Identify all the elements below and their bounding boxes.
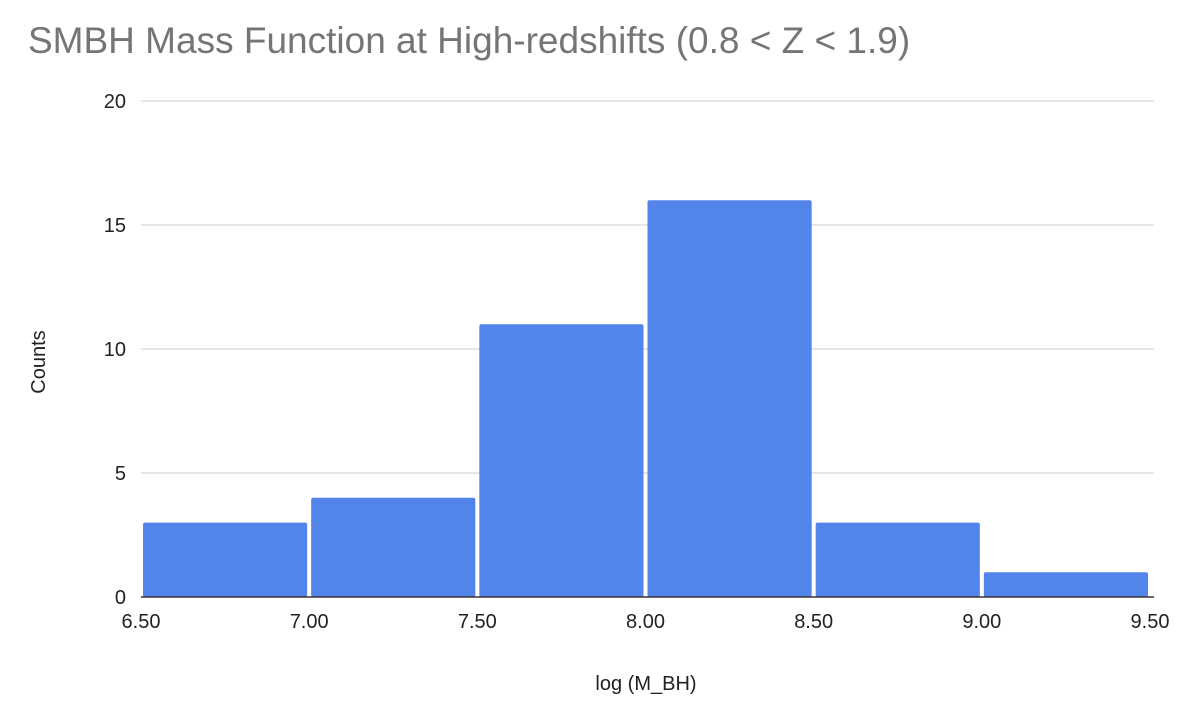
histogram-bar bbox=[479, 324, 644, 597]
x-axis-ticks: 6.50 7.00 7.50 8.00 8.50 9.00 9.50 bbox=[122, 611, 1170, 633]
histogram-bar bbox=[983, 572, 1148, 597]
x-tick-label: 6.50 bbox=[122, 611, 161, 633]
y-tick-label: 15 bbox=[104, 215, 126, 237]
x-tick-label: 8.50 bbox=[794, 611, 833, 633]
x-axis-title: log (M_BH) bbox=[595, 673, 696, 695]
x-tick-label: 8.00 bbox=[626, 611, 665, 633]
y-tick-label: 10 bbox=[104, 339, 126, 361]
histogram-bar bbox=[143, 522, 308, 597]
y-tick-label: 5 bbox=[115, 463, 126, 485]
y-tick-label: 0 bbox=[115, 587, 126, 609]
histogram-bar bbox=[647, 200, 812, 597]
x-tick-label: 7.00 bbox=[290, 611, 329, 633]
chart-title: SMBH Mass Function at High-redshifts (0.… bbox=[28, 20, 911, 61]
x-tick-label: 7.50 bbox=[458, 611, 497, 633]
histogram-bar bbox=[311, 497, 476, 597]
y-axis-ticks: 0 5 10 15 20 bbox=[104, 91, 126, 609]
x-tick-label: 9.00 bbox=[962, 611, 1001, 633]
x-tick-label: 9.50 bbox=[1131, 611, 1170, 633]
histogram-bar bbox=[815, 522, 980, 597]
y-axis-title: Counts bbox=[28, 330, 50, 393]
y-tick-label: 20 bbox=[104, 91, 126, 113]
bars bbox=[143, 200, 1148, 597]
